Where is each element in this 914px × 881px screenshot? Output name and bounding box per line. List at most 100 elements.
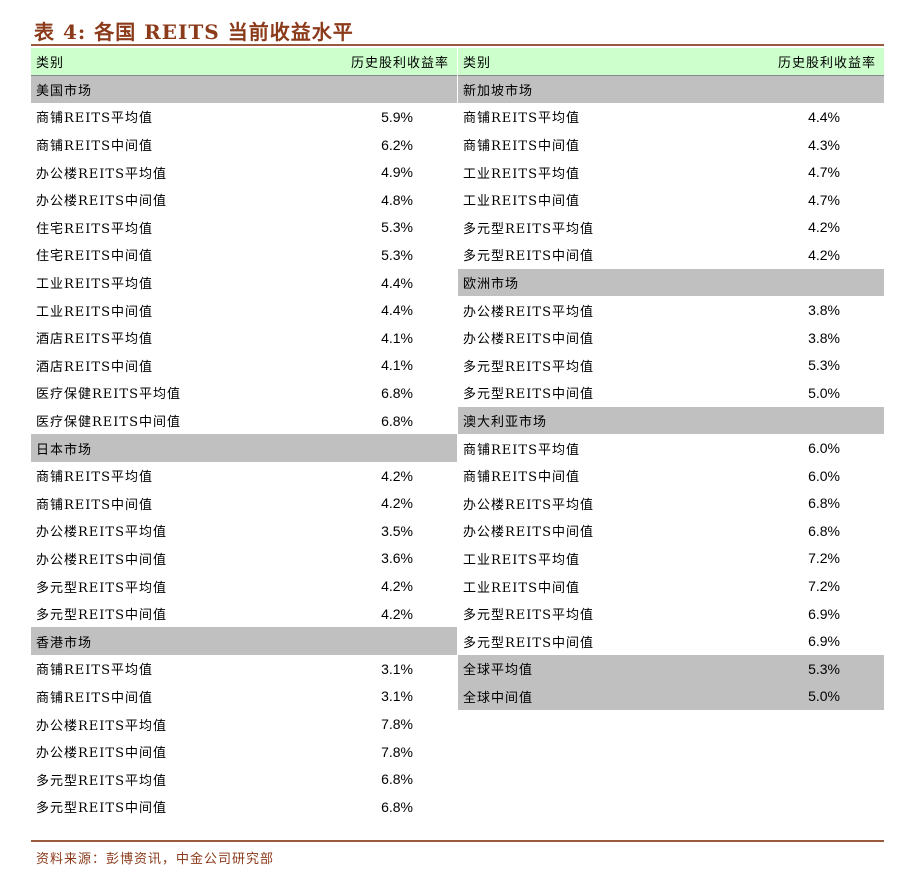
table-row: 工业REITS中间值 7.2% xyxy=(458,572,884,600)
row-value: 3.1% xyxy=(381,660,413,677)
table-row: 多元型REITS平均值 5.3% xyxy=(458,352,884,380)
row-label: 商铺REITS中间值 xyxy=(36,690,153,706)
row-label: 多元型REITS中间值 xyxy=(36,801,167,817)
row-label: 办公楼REITS平均值 xyxy=(36,166,167,182)
table-row: 办公楼REITS平均值 3.8% xyxy=(458,296,884,324)
row-label: 新加坡市场 xyxy=(463,83,534,99)
row-label: 多元型REITS中间值 xyxy=(463,249,594,265)
row-label: 办公楼REITS中间值 xyxy=(463,332,594,348)
row-value: 7.8% xyxy=(381,743,413,760)
table-row: 商铺REITS中间值 4.2% xyxy=(31,490,457,518)
row-value: 历史股利收益率 xyxy=(350,55,449,71)
table-row: 多元型REITS中间值 6.8% xyxy=(31,793,457,821)
table-row: 商铺REITS中间值 6.2% xyxy=(31,131,457,159)
section-row: 新加坡市场 xyxy=(458,75,884,104)
row-label: 商铺REITS平均值 xyxy=(36,111,153,127)
row-label: 办公楼REITS平均值 xyxy=(36,525,167,541)
row-label: 多元型REITS中间值 xyxy=(463,387,594,403)
row-value: 6.8% xyxy=(381,384,413,401)
row-value: 6.8% xyxy=(381,798,413,815)
table-row: 办公楼REITS中间值 3.6% xyxy=(31,545,457,573)
table-row: 住宅REITS平均值 5.3% xyxy=(31,214,457,242)
table-row: 商铺REITS中间值 4.3% xyxy=(458,131,884,159)
row-value: 7.2% xyxy=(808,578,840,595)
row-label: 多元型REITS中间值 xyxy=(36,608,167,624)
row-value: 5.0% xyxy=(808,384,840,401)
row-label: 工业REITS中间值 xyxy=(463,194,580,210)
section-row: 美国市场 xyxy=(31,75,457,104)
row-label: 多元型REITS平均值 xyxy=(463,608,594,624)
table-row: 办公楼REITS中间值 6.8% xyxy=(458,517,884,545)
row-label: 美国市场 xyxy=(36,83,93,99)
row-label: 办公楼REITS平均值 xyxy=(36,718,167,734)
row-value: 5.3% xyxy=(808,660,840,677)
table-row: 多元型REITS中间值 6.9% xyxy=(458,627,884,655)
row-label: 多元型REITS平均值 xyxy=(36,580,167,596)
table-row: 商铺REITS平均值 6.0% xyxy=(458,434,884,462)
table-row: 办公楼REITS中间值 7.8% xyxy=(31,738,457,766)
section-row: 澳大利亚市场 xyxy=(458,406,884,435)
row-value: 4.7% xyxy=(808,164,840,181)
table-row: 办公楼REITS平均值 4.9% xyxy=(31,158,457,186)
table-row: 办公楼REITS平均值 6.8% xyxy=(458,490,884,518)
row-value: 5.3% xyxy=(381,219,413,236)
table-row: 多元型REITS平均值 4.2% xyxy=(458,214,884,242)
left-table: 类别 历史股利收益率美国市场商铺REITS平均值 5.9% 商铺REITS中间值 6.2… xyxy=(31,48,457,821)
row-value: 7.8% xyxy=(381,716,413,733)
row-label: 工业REITS平均值 xyxy=(463,552,580,568)
table-row: 多元型REITS平均值 6.8% xyxy=(31,765,457,793)
row-value: 6.8% xyxy=(808,522,840,539)
row-value: 4.2% xyxy=(808,246,840,263)
row-label: 办公楼REITS平均值 xyxy=(463,497,594,513)
section-row: 香港市场 xyxy=(31,627,457,656)
row-label: 类别 xyxy=(36,55,65,71)
section-row: 日本市场 xyxy=(31,434,457,462)
row-label: 工业REITS中间值 xyxy=(463,580,580,596)
row-value: 4.4% xyxy=(381,302,413,319)
row-value: 4.8% xyxy=(381,191,413,208)
row-label: 多元型REITS中间值 xyxy=(463,635,594,651)
row-value: 4.7% xyxy=(808,191,840,208)
row-label: 多元型REITS平均值 xyxy=(36,773,167,789)
row-value: 3.8% xyxy=(808,302,840,319)
row-label: 欧洲市场 xyxy=(463,277,520,293)
row-value: 4.4% xyxy=(808,108,840,125)
row-value: 3.6% xyxy=(381,550,413,567)
row-value: 3.8% xyxy=(808,329,840,346)
row-value: 5.3% xyxy=(808,357,840,374)
footer-divider xyxy=(31,840,884,842)
row-value: 4.1% xyxy=(381,357,413,374)
row-label: 商铺REITS中间值 xyxy=(36,139,153,155)
row-value: 4.2% xyxy=(808,219,840,236)
title-divider xyxy=(31,44,884,46)
right-table: 类别 历史股利收益率 新加坡市场 商铺REITS平均值 4.4% 商铺REITS中间值 4.… xyxy=(458,48,884,711)
row-label: 多元型REITS平均值 xyxy=(463,359,594,375)
table-row: 工业REITS中间值 4.4% xyxy=(31,296,457,324)
table-row: 酒店REITS平均值 4.1% xyxy=(31,324,457,352)
table-row: 酒店REITS中间值 4.1% xyxy=(31,352,457,380)
row-label: 医疗保健REITS中间值 xyxy=(36,415,181,431)
row-value: 4.2% xyxy=(381,605,413,622)
total-row: 全球中间值 5.0% xyxy=(458,682,884,711)
section-row: 欧洲市场 xyxy=(458,268,884,297)
table-header: 类别 历史股利收益率 xyxy=(31,48,457,76)
row-label: 日本市场 xyxy=(36,442,93,458)
table-row: 办公楼REITS中间值 3.8% xyxy=(458,324,884,352)
row-label: 工业REITS中间值 xyxy=(36,304,153,320)
row-label: 商铺REITS中间值 xyxy=(463,470,580,486)
row-label: 商铺REITS中间值 xyxy=(36,497,153,513)
row-value: 6.2% xyxy=(381,136,413,153)
row-value: 5.9% xyxy=(381,108,413,125)
table-row: 工业REITS平均值 4.7% xyxy=(458,158,884,186)
row-value: 6.8% xyxy=(808,495,840,512)
table-row: 工业REITS中间值 4.7% xyxy=(458,186,884,214)
row-label: 澳大利亚市场 xyxy=(463,415,548,431)
row-label: 办公楼REITS平均值 xyxy=(463,304,594,320)
table-row: 商铺REITS平均值 4.2% xyxy=(31,462,457,490)
row-value: 7.2% xyxy=(808,550,840,567)
row-label: 商铺REITS中间值 xyxy=(463,139,580,155)
row-label: 住宅REITS平均值 xyxy=(36,221,153,237)
table-row: 商铺REITS平均值 5.9% xyxy=(31,103,457,131)
row-value: 历史股利收益率 xyxy=(777,55,876,71)
table-row: 多元型REITS中间值 5.0% xyxy=(458,379,884,407)
